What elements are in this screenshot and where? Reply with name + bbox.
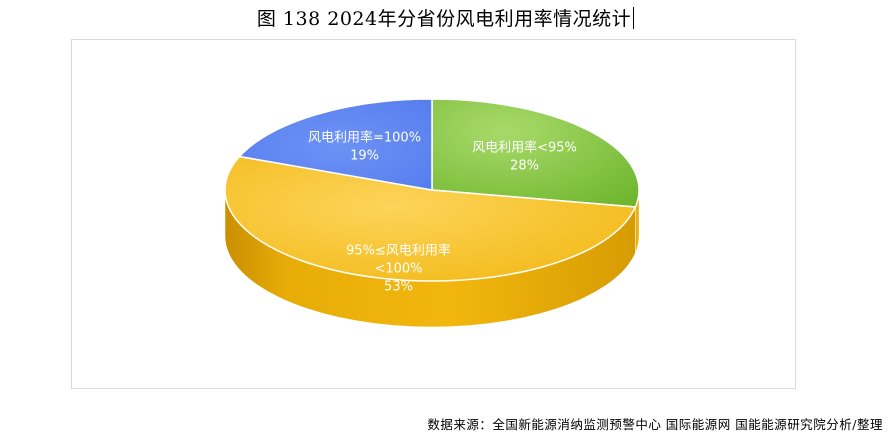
pie-category-label: 风电利用率<95% — [472, 139, 577, 155]
source-note: 数据来源：全国新能源消纳监测预警中心 国际能源网 国能能源研究院分析/整理 — [427, 417, 883, 432]
pie-slices — [224, 98, 640, 282]
pie-slice-1 — [431, 98, 640, 208]
pie-slice-3 — [238, 98, 433, 191]
chart-frame — [71, 39, 796, 389]
pie-value-label: 53% — [384, 280, 413, 295]
pie-labels: 风电利用率<95% 28% 95%≤风电利用率 <100% 53% 风电利用率=100% 1… — [308, 129, 577, 294]
pie-value-label: 19% — [350, 148, 379, 163]
text-caret — [633, 7, 635, 29]
pie-value-label: 28% — [510, 158, 539, 173]
pie-slice-2 — [224, 155, 637, 282]
pie-category-label: 风电利用率=100% — [308, 129, 421, 145]
pie-category-label: 95%≤风电利用率 — [346, 243, 451, 259]
chart-title: 图 138 2024年分省份风电利用率情况统计 — [0, 4, 891, 31]
pie-category-label: <100% — [374, 262, 422, 277]
